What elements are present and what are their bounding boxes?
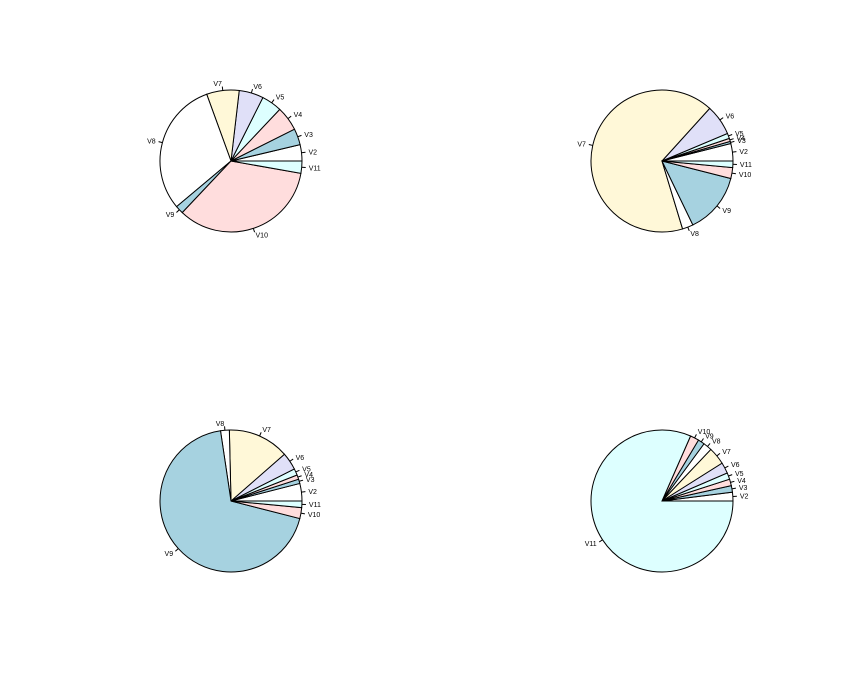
label-tick-v5 [728, 475, 732, 476]
label-tick-v2 [301, 492, 305, 493]
slice-label-v7: V7 [722, 449, 731, 456]
label-tick-v7 [260, 432, 262, 436]
slice-label-v8: V8 [216, 421, 225, 428]
slice-label-v8: V8 [147, 138, 156, 145]
label-tick-v6 [725, 466, 729, 468]
label-tick-v6 [290, 459, 293, 461]
label-tick-v11 [599, 540, 602, 542]
slice-label-v9: V9 [722, 208, 731, 215]
slice-label-v3: V3 [304, 132, 313, 139]
slice-label-v5: V5 [735, 471, 744, 478]
label-tick-v7 [717, 453, 720, 456]
label-tick-v9 [717, 206, 720, 209]
slice-label-v5: V5 [302, 467, 311, 474]
slice-label-v6: V6 [726, 113, 735, 120]
slice-label-v2: V2 [308, 149, 317, 156]
slice-label-v10: V10 [256, 233, 269, 240]
slice-label-v2: V2 [740, 494, 749, 501]
label-tick-v3 [299, 480, 303, 481]
label-tick-v8 [708, 443, 711, 446]
slice-label-v2: V2 [308, 489, 317, 496]
slice-label-v6: V6 [253, 84, 262, 91]
label-tick-v8 [159, 142, 163, 143]
slice-label-v11: V11 [309, 165, 321, 172]
slice-label-v5: V5 [735, 131, 744, 138]
slice-label-v5: V5 [276, 95, 285, 102]
label-tick-v5 [272, 100, 274, 103]
slice-label-v11: V11 [309, 502, 321, 509]
slice-label-v11: V11 [740, 162, 752, 169]
slice-label-v6: V6 [296, 455, 305, 462]
slice-label-v10: V10 [698, 429, 711, 436]
slice-label-v10: V10 [308, 512, 321, 519]
slice-label-v10: V10 [739, 172, 752, 179]
slice-label-v6: V6 [731, 462, 740, 469]
label-tick-v5 [728, 135, 732, 136]
label-tick-v2 [732, 152, 736, 153]
label-tick-v3 [732, 488, 736, 489]
slice-label-v7: V7 [213, 81, 222, 88]
label-tick-v6 [720, 118, 723, 120]
label-tick-v5 [296, 470, 300, 472]
label-tick-v4 [288, 116, 291, 118]
label-tick-v4 [298, 476, 302, 477]
slice-label-v7: V7 [262, 427, 271, 434]
slice-label-v2: V2 [739, 149, 748, 156]
slice-label-v9: V9 [165, 551, 174, 558]
label-tick-v7 [589, 145, 593, 146]
label-tick-v6 [251, 89, 252, 93]
label-tick-v10 [695, 434, 697, 438]
label-tick-v10 [301, 513, 305, 514]
slice-label-v9: V9 [166, 212, 175, 219]
label-tick-v8 [688, 227, 689, 231]
slice-label-v11: V11 [585, 541, 597, 548]
slice-label-v4: V4 [294, 112, 303, 119]
slice-label-v3: V3 [739, 485, 748, 492]
label-tick-v4 [730, 139, 734, 140]
label-tick-v9 [176, 210, 179, 213]
label-tick-v9 [175, 549, 178, 552]
label-tick-v4 [731, 481, 735, 482]
slice-label-v8: V8 [690, 231, 699, 238]
slice-label-v7: V7 [577, 141, 586, 148]
label-tick-v3 [298, 135, 302, 136]
label-tick-v3 [731, 141, 735, 142]
pie-chart-1: V2 V3 V4 V5 V6 V7 V8 V9 V10 V11 [147, 81, 321, 240]
label-tick-v10 [253, 228, 254, 232]
slice-label-v4: V4 [737, 478, 746, 485]
label-tick-v9 [701, 439, 703, 442]
label-tick-v10 [732, 173, 736, 174]
